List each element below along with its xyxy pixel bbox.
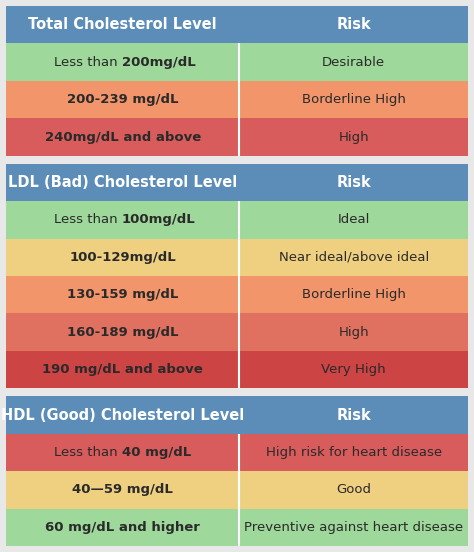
Text: Preventive against heart disease: Preventive against heart disease xyxy=(244,521,463,534)
Text: High: High xyxy=(338,130,369,144)
Text: 200mg/dL: 200mg/dL xyxy=(122,56,195,68)
Bar xyxy=(239,6,468,44)
Text: 160-189 mg/dL: 160-189 mg/dL xyxy=(67,326,178,338)
Bar xyxy=(6,471,239,508)
Bar xyxy=(239,276,468,314)
Text: Risk: Risk xyxy=(336,175,371,190)
Bar xyxy=(239,44,468,81)
Text: Risk: Risk xyxy=(336,17,371,32)
Bar xyxy=(239,201,468,238)
Bar xyxy=(239,508,468,546)
Text: Ideal: Ideal xyxy=(337,214,370,226)
Bar xyxy=(239,471,468,508)
Bar xyxy=(6,238,239,276)
Bar xyxy=(239,164,468,201)
Bar xyxy=(239,351,468,388)
Bar xyxy=(239,434,468,471)
Bar xyxy=(6,276,239,314)
Text: Good: Good xyxy=(336,484,371,496)
Bar xyxy=(6,396,239,434)
Bar xyxy=(6,508,239,546)
Text: 40 mg/dL: 40 mg/dL xyxy=(122,446,191,459)
Bar xyxy=(239,238,468,276)
Text: Less than: Less than xyxy=(54,214,122,226)
Text: Borderline High: Borderline High xyxy=(302,288,406,301)
Bar xyxy=(6,81,239,118)
Bar xyxy=(6,351,239,388)
Bar xyxy=(239,314,468,351)
Text: 100-129mg/dL: 100-129mg/dL xyxy=(69,251,176,264)
Bar xyxy=(239,81,468,118)
Text: 40—59 mg/dL: 40—59 mg/dL xyxy=(72,484,173,496)
Text: Near ideal/above ideal: Near ideal/above ideal xyxy=(279,251,429,264)
Bar xyxy=(6,44,239,81)
Text: 200-239 mg/dL: 200-239 mg/dL xyxy=(67,93,178,106)
Text: HDL (Good) Cholesterol Level: HDL (Good) Cholesterol Level xyxy=(1,407,244,422)
Text: High risk for heart disease: High risk for heart disease xyxy=(265,446,442,459)
Text: LDL (Bad) Cholesterol Level: LDL (Bad) Cholesterol Level xyxy=(8,175,237,190)
Text: Total Cholesterol Level: Total Cholesterol Level xyxy=(28,17,217,32)
Bar xyxy=(6,314,239,351)
Text: High: High xyxy=(338,326,369,338)
Text: 130-159 mg/dL: 130-159 mg/dL xyxy=(67,288,178,301)
Bar xyxy=(6,118,239,156)
Text: Borderline High: Borderline High xyxy=(302,93,406,106)
Bar xyxy=(6,201,239,238)
Text: Desirable: Desirable xyxy=(322,56,385,68)
Text: 60 mg/dL and higher: 60 mg/dL and higher xyxy=(45,521,200,534)
Text: Risk: Risk xyxy=(336,407,371,422)
Bar xyxy=(6,164,239,201)
Bar xyxy=(6,434,239,471)
Text: Less than: Less than xyxy=(54,56,122,68)
Text: Less than: Less than xyxy=(54,446,122,459)
Text: 240mg/dL and above: 240mg/dL and above xyxy=(45,130,201,144)
Text: 100mg/dL: 100mg/dL xyxy=(122,214,195,226)
Bar xyxy=(239,396,468,434)
Bar xyxy=(6,6,239,44)
Bar xyxy=(239,118,468,156)
Text: Very High: Very High xyxy=(321,363,386,376)
Text: 190 mg/dL and above: 190 mg/dL and above xyxy=(42,363,203,376)
